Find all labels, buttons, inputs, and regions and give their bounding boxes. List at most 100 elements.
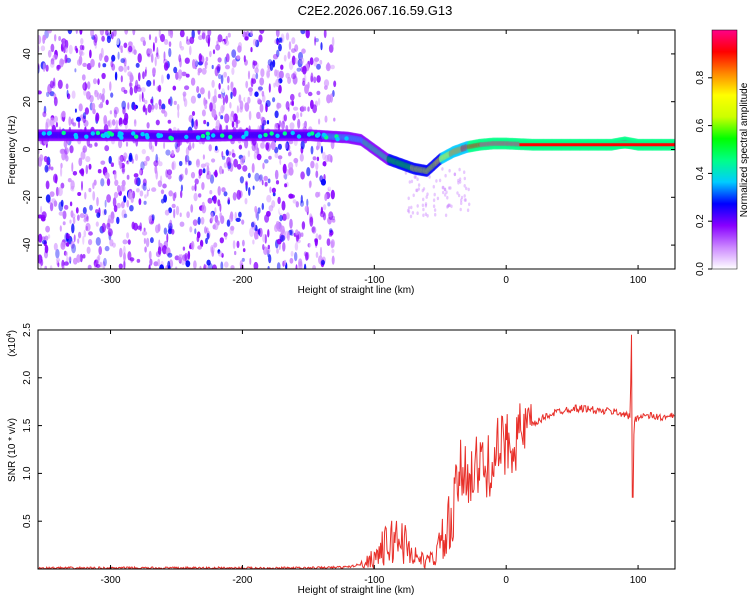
noise-speckle <box>281 213 287 221</box>
noise-speckle <box>143 200 147 205</box>
noise-speckle <box>127 102 130 110</box>
noise-speckle <box>177 69 183 80</box>
noise-speckle <box>101 93 105 103</box>
noise-speckle <box>167 265 171 269</box>
noise-speckle <box>421 188 424 193</box>
noise-speckle <box>307 91 313 97</box>
noise-speckle <box>412 193 415 198</box>
noise-speckle <box>316 63 321 70</box>
noise-speckle <box>57 262 60 268</box>
noise-speckle <box>312 104 317 114</box>
noise-speckle <box>124 30 129 35</box>
noise-speckle <box>235 118 239 129</box>
noise-speckle <box>139 190 144 197</box>
noise-speckle <box>51 60 55 65</box>
noise-speckle <box>331 218 336 223</box>
noise-speckle <box>58 36 61 41</box>
noise-speckle <box>456 191 459 195</box>
noise-speckle <box>202 154 205 160</box>
noise-speckle <box>171 149 175 157</box>
noise-speckle <box>201 182 205 190</box>
noise-speckle <box>71 243 76 254</box>
noise-speckle <box>328 180 333 190</box>
noise-speckle <box>441 167 444 171</box>
noise-speckle <box>49 91 55 97</box>
noise-speckle <box>292 113 296 121</box>
noise-speckle <box>287 51 291 60</box>
noise-speckle <box>463 170 466 174</box>
noise-speckle <box>98 246 102 255</box>
noise-speckle <box>333 80 337 88</box>
noise-speckle <box>117 185 121 193</box>
signal-peak-mark <box>200 133 206 139</box>
noise-speckle <box>237 45 242 53</box>
noise-speckle <box>148 264 151 269</box>
noise-speckle <box>236 55 241 60</box>
noise-speckle <box>208 144 212 152</box>
noise-speckle <box>75 30 78 34</box>
signal-peak-mark <box>335 137 340 142</box>
noise-speckle <box>212 264 217 269</box>
noise-speckle <box>468 202 471 207</box>
noise-speckle <box>133 119 137 127</box>
noise-speckle <box>110 60 114 68</box>
noise-speckle <box>113 191 119 199</box>
noise-speckle <box>82 207 87 214</box>
noise-speckle <box>109 81 112 92</box>
snr-y-ticks: 0.5 1.0 1.5 2.0 2.5 <box>22 323 675 528</box>
noise-speckle <box>295 111 300 119</box>
noise-speckle <box>438 178 442 183</box>
noise-speckle <box>303 106 307 111</box>
noise-speckle <box>295 264 298 269</box>
noise-speckle <box>301 48 306 54</box>
noise-speckle <box>300 92 304 97</box>
noise-speckle <box>117 155 123 164</box>
noise-speckle <box>300 105 306 113</box>
noise-speckle <box>171 228 175 235</box>
noise-speckle <box>241 219 245 225</box>
noise-speckle <box>107 120 111 127</box>
signal-peak-mark <box>321 132 327 138</box>
noise-speckle <box>206 232 210 240</box>
noise-speckle <box>121 201 125 209</box>
noise-speckle <box>253 146 259 154</box>
snr-x-ticks: -300 -200 -100 0 100 <box>101 330 647 586</box>
noise-speckle <box>236 105 239 114</box>
noise-speckle <box>221 151 224 158</box>
signal-peak-mark <box>257 134 263 139</box>
noise-speckle <box>244 198 248 205</box>
noise-speckle <box>182 246 186 251</box>
noise-speckle <box>65 251 68 257</box>
noise-speckle <box>38 35 42 45</box>
noise-speckle <box>268 83 271 93</box>
noise-speckle <box>256 153 262 161</box>
noise-speckle <box>428 175 431 179</box>
noise-speckle <box>133 173 139 178</box>
noise-speckle <box>132 30 136 36</box>
noise-speckle <box>288 162 294 170</box>
noise-speckle <box>414 175 417 179</box>
noise-speckle <box>275 78 280 88</box>
y-tick-label: 40 <box>22 48 33 60</box>
noise-speckle <box>307 81 310 89</box>
noise-speckle <box>275 180 280 185</box>
noise-speckle <box>220 105 225 114</box>
noise-speckle <box>225 64 230 70</box>
noise-speckle <box>76 254 81 263</box>
signal-peak-mark <box>103 131 109 137</box>
noise-speckle <box>127 190 133 200</box>
noise-speckle <box>123 152 128 160</box>
noise-speckle <box>118 65 124 72</box>
noise-speckle <box>260 142 265 149</box>
noise-speckle <box>242 165 248 172</box>
noise-speckle <box>194 58 198 67</box>
noise-speckle <box>232 87 237 97</box>
noise-speckle <box>218 165 223 175</box>
noise-speckle <box>145 237 150 248</box>
noise-speckle <box>94 89 99 98</box>
noise-speckle <box>145 155 150 162</box>
noise-speckle <box>312 265 316 269</box>
noise-speckle <box>80 151 86 160</box>
noise-speckle <box>188 160 192 166</box>
x-tick-label: -200 <box>232 575 252 586</box>
